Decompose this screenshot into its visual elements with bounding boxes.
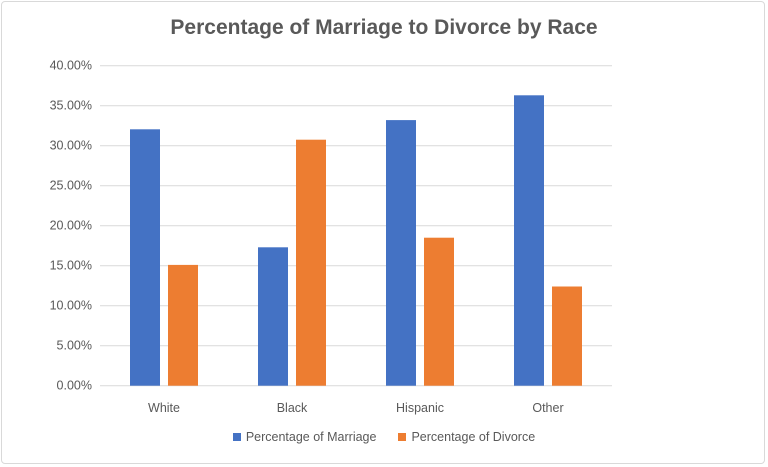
- legend-swatch-marriage: [232, 433, 241, 441]
- bar-white-divorce: [168, 264, 198, 386]
- x-tick-label: Black: [277, 401, 308, 415]
- bar-other-marriage: [514, 95, 544, 386]
- y-tick-label: 15.00%: [50, 259, 92, 273]
- chart-title: Percentage of Marriage to Divorce by Rac…: [170, 16, 598, 39]
- x-tick-label: White: [148, 401, 180, 415]
- bar-black-divorce: [296, 139, 326, 386]
- legend-swatch-divorce: [398, 433, 407, 441]
- y-tick-label: 20.00%: [50, 219, 92, 233]
- y-tick-label: 5.00%: [57, 339, 92, 353]
- legend-label-marriage: Percentage of Marriage: [245, 430, 377, 444]
- bar-black-marriage: [258, 247, 288, 386]
- y-tick-label: 25.00%: [50, 179, 92, 193]
- x-tick-label: Other: [532, 401, 563, 415]
- legend-label-divorce: Percentage of Divorce: [411, 430, 536, 444]
- y-tick-label: 35.00%: [50, 99, 92, 113]
- legend: Percentage of Marriage Percentage of Div…: [0, 430, 768, 444]
- legend-item-divorce: Percentage of Divorce: [398, 430, 535, 444]
- bar-other-divorce: [552, 286, 582, 386]
- bar-white-marriage: [130, 129, 160, 386]
- x-tick-label: Hispanic: [396, 401, 444, 415]
- legend-item-marriage: Percentage of Marriage: [232, 430, 377, 444]
- bar-hispanic-divorce: [424, 237, 454, 386]
- y-tick-label: 10.00%: [50, 299, 92, 313]
- bar-hispanic-marriage: [386, 120, 416, 386]
- y-tick-label: 40.00%: [50, 59, 92, 73]
- y-tick-label: 30.00%: [50, 139, 92, 153]
- y-tick-label: 0.00%: [57, 379, 92, 393]
